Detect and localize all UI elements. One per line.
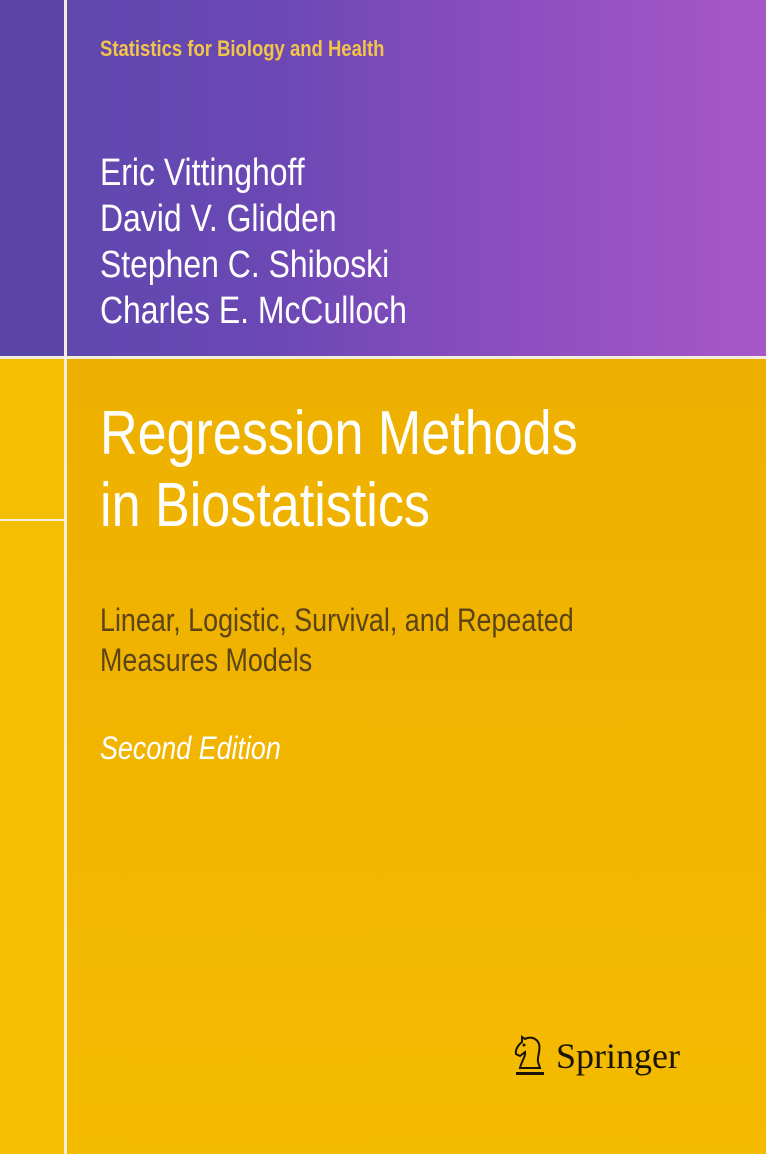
author: Charles E. McCulloch [100, 290, 407, 332]
author: David V. Glidden [100, 198, 337, 240]
author: Stephen C. Shiboski [100, 244, 390, 286]
author-list: Eric Vittinghoff David V. Glidden Stephe… [100, 150, 465, 334]
cover-bottom-band [67, 359, 766, 1154]
publisher-name: Springer [556, 1036, 680, 1076]
cover-top-band [0, 0, 766, 356]
series-title: Statistics for Biology and Health [100, 36, 385, 61]
spine-strip-top [0, 0, 64, 356]
horizontal-divider [0, 356, 766, 359]
spine-strip-bottom [0, 359, 64, 1154]
book-title: Regression Methods in Biostatistics [100, 399, 578, 540]
vertical-divider [64, 0, 67, 1154]
publisher-logo: Springer [510, 1034, 680, 1078]
edition: Second Edition [100, 730, 281, 766]
book-subtitle: Linear, Logistic, Survival, and Repeated… [100, 602, 574, 678]
strip-divider [0, 519, 64, 521]
chess-knight-icon [514, 1035, 544, 1075]
author: Eric Vittinghoff [100, 152, 305, 194]
